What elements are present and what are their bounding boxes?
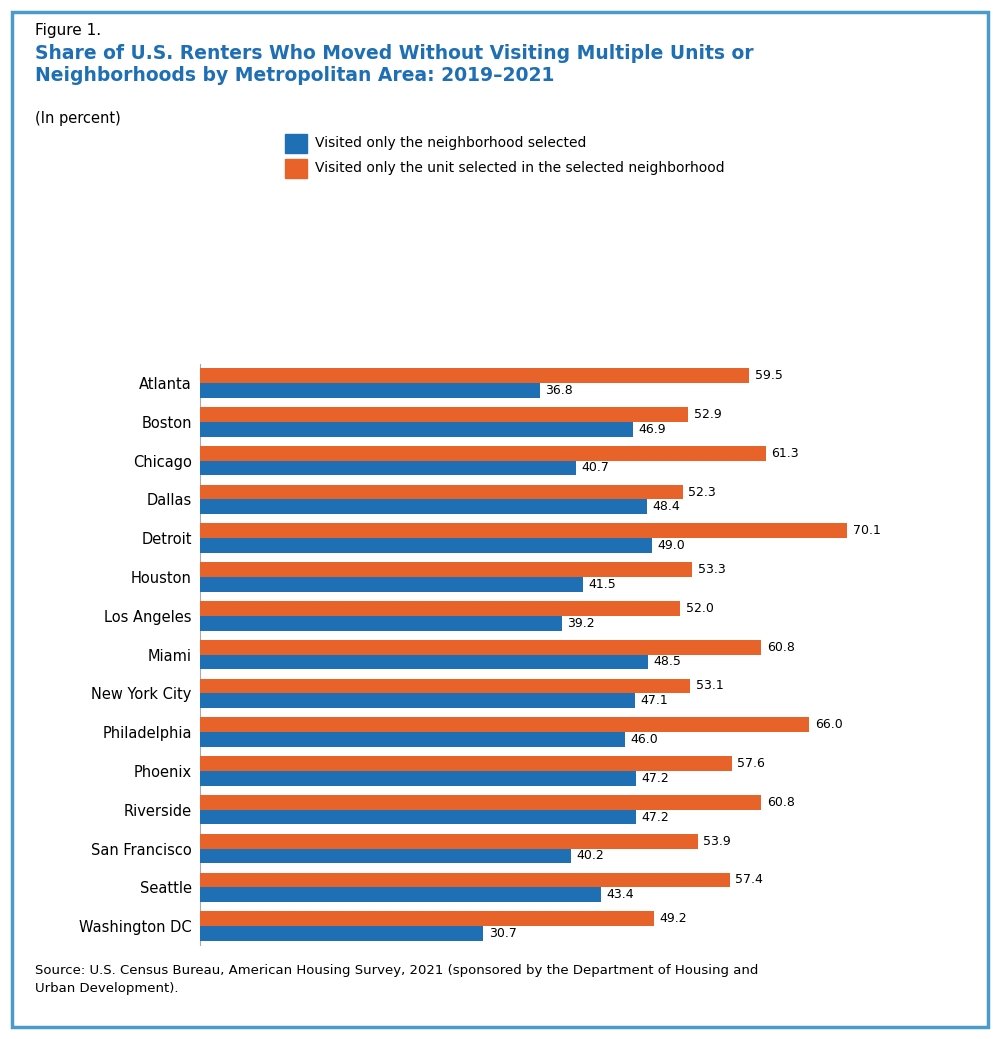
Bar [200,809,636,825]
Bar [200,538,652,553]
Bar [200,771,636,785]
Bar [200,368,749,383]
Text: 70.1: 70.1 [853,525,880,537]
Text: 40.7: 40.7 [581,461,609,475]
Bar [200,524,847,538]
Text: 60.8: 60.8 [767,796,795,808]
Bar [200,562,692,577]
Text: 66.0: 66.0 [815,718,843,731]
Bar [200,911,654,926]
Text: Visited only the neighborhood selected: Visited only the neighborhood selected [315,136,586,151]
Text: Visited only the unit selected in the selected neighborhood: Visited only the unit selected in the se… [315,161,725,176]
Bar [200,717,809,732]
Text: 46.9: 46.9 [638,423,666,435]
Text: 52.9: 52.9 [694,408,722,421]
Bar [200,460,576,476]
Text: 59.5: 59.5 [755,369,783,382]
Text: (In percent): (In percent) [35,111,121,126]
Text: 47.2: 47.2 [641,772,669,784]
Text: 47.1: 47.1 [640,694,668,708]
Text: Share of U.S. Renters Who Moved Without Visiting Multiple Units or
Neighborhoods: Share of U.S. Renters Who Moved Without … [35,44,754,85]
Text: 57.6: 57.6 [737,757,765,770]
Text: 49.2: 49.2 [660,912,687,925]
Text: 48.5: 48.5 [653,656,681,668]
Text: 49.0: 49.0 [658,539,686,552]
Bar [200,678,690,693]
Bar [200,601,680,616]
Text: 41.5: 41.5 [589,578,616,591]
Bar [200,693,635,709]
Text: 43.4: 43.4 [606,888,634,901]
Text: 48.4: 48.4 [652,501,680,513]
Bar [200,446,766,460]
Bar [200,873,730,887]
Text: 36.8: 36.8 [545,384,573,397]
Bar [200,577,583,592]
Text: 30.7: 30.7 [489,927,517,940]
Text: 53.9: 53.9 [703,834,731,848]
Text: 60.8: 60.8 [767,641,795,654]
Bar [200,756,732,771]
Text: 46.0: 46.0 [630,734,658,746]
Bar [200,616,562,631]
Text: 61.3: 61.3 [771,447,799,459]
Bar [200,640,761,655]
Text: 52.3: 52.3 [688,485,716,499]
Bar [200,833,698,849]
Bar [200,407,688,422]
Bar [200,795,761,809]
Bar [200,484,683,500]
Text: 52.0: 52.0 [686,602,713,615]
Bar [200,849,571,863]
Bar [200,732,625,747]
Text: Source: U.S. Census Bureau, American Housing Survey, 2021 (sponsored by the Depa: Source: U.S. Census Bureau, American Hou… [35,964,758,995]
Text: 57.4: 57.4 [735,874,763,886]
Bar [200,926,483,941]
Text: 47.2: 47.2 [641,810,669,824]
Text: 53.1: 53.1 [696,680,723,692]
Bar [200,422,633,436]
Bar [200,500,647,514]
Text: 40.2: 40.2 [577,850,604,862]
Bar [200,383,540,398]
Text: 53.3: 53.3 [698,563,725,576]
Text: 39.2: 39.2 [567,617,595,630]
Bar [200,887,601,902]
Text: Figure 1.: Figure 1. [35,23,101,37]
Bar [200,655,648,669]
